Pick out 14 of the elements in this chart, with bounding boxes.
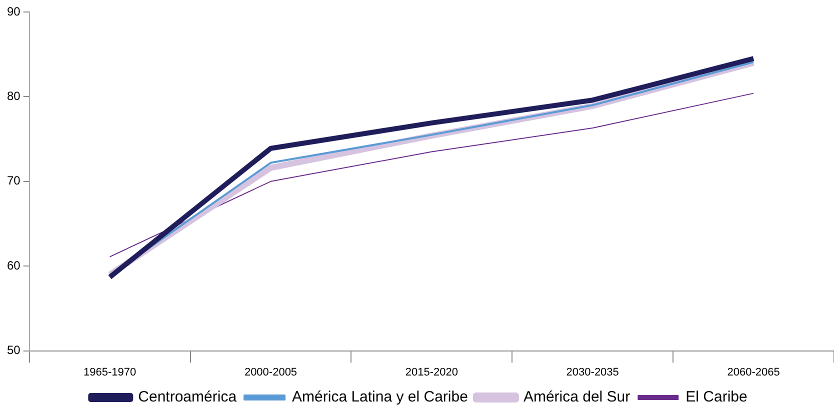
y-tick-label: 70 [6,174,21,188]
y-tick-label: 50 [6,343,21,358]
y-tick-label: 80 [6,89,21,104]
legend-label: El Caribe [686,388,748,406]
x-tick-label: 2000-2005 [244,366,298,378]
x-tick-label: 2060-2065 [727,366,780,378]
y-tick-label: 60 [6,258,21,272]
x-tick-label: 2015-2020 [405,366,458,378]
legend-label: Centroamérica [138,388,238,406]
legend-label: América Latina y el Caribe [292,388,468,406]
legend-label: América del Sur [523,388,630,406]
x-tick-label: 1965-1970 [84,366,136,378]
x-tick-label: 2030-2035 [566,366,619,378]
y-tick-label: 90 [6,4,21,18]
